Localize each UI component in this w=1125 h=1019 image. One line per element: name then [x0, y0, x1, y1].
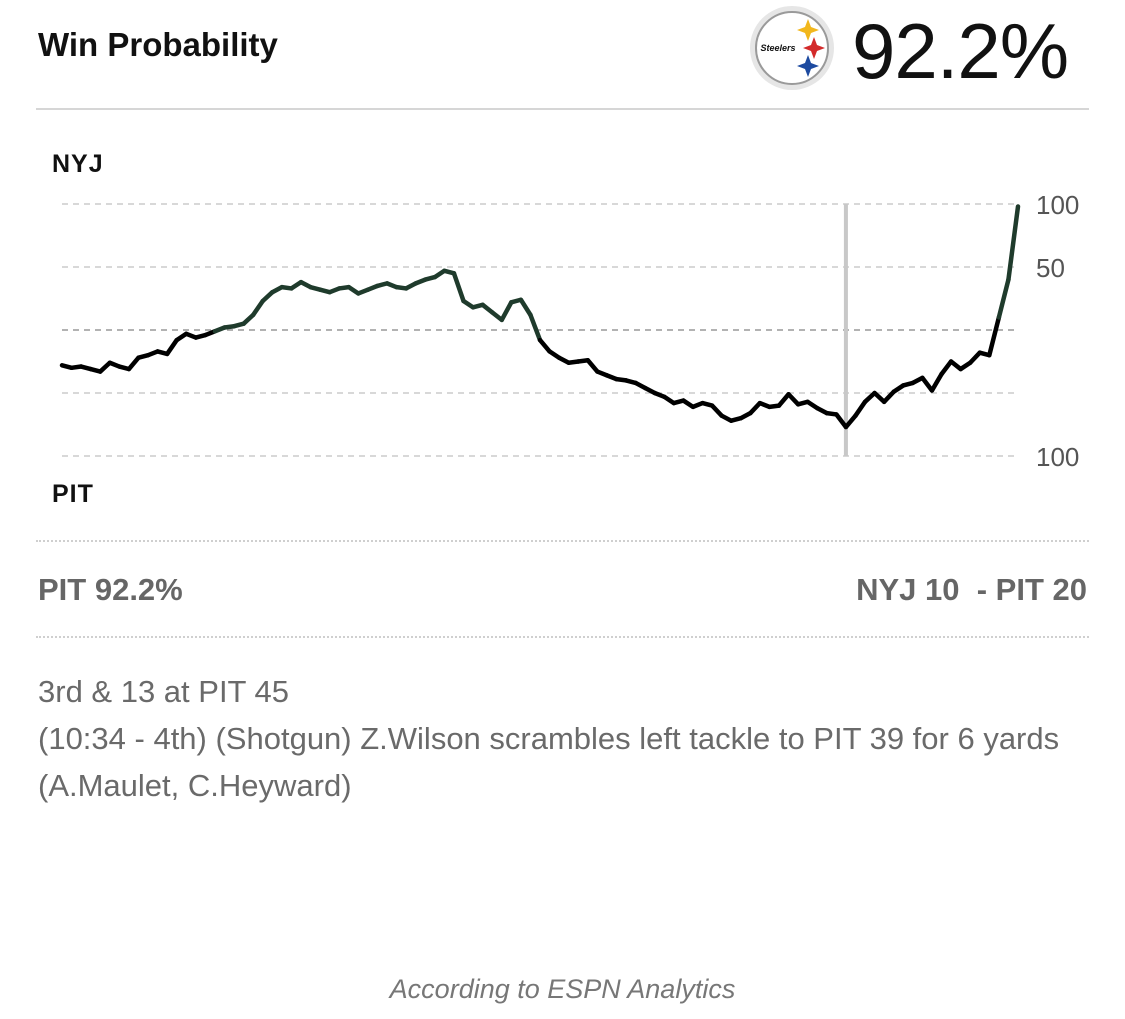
line-segment [528, 312, 543, 343]
card-title: Win Probability [38, 26, 278, 63]
header-divider [36, 108, 1089, 110]
line-segment [1006, 204, 1021, 282]
y-tick-labels: 100 50 100 [1036, 190, 1079, 472]
steelers-logo-icon: Steelers [750, 6, 834, 90]
play-situation: 3rd & 13 at PIT 45 [38, 674, 290, 709]
line-segment [939, 359, 954, 377]
line-segment [164, 337, 179, 357]
score-summary: NYJ 10 - PIT 20 [856, 572, 1087, 607]
y-tick-label: 100 [1036, 190, 1079, 220]
line-segment [537, 337, 552, 354]
chart-gridlines [62, 203, 1018, 457]
y-tick-label: 50 [1036, 253, 1065, 283]
attribution-text: According to ESPN Analytics [389, 974, 736, 1004]
top-team-label: NYJ [52, 150, 104, 178]
line-segment [709, 403, 724, 418]
line-segment [920, 375, 935, 393]
line-segment [929, 371, 944, 393]
probability-line [59, 204, 1021, 430]
play-description: (10:34 - 4th) (Shotgun) Z.Wilson scrambl… [38, 721, 1060, 803]
line-segment [786, 392, 801, 407]
logo-wordmark: Steelers [760, 43, 795, 53]
line-segment [585, 357, 600, 374]
y-tick-label: 100 [1036, 442, 1079, 472]
line-segment [776, 392, 791, 408]
line-segment [748, 400, 763, 416]
win-summary: PIT 92.2% [38, 572, 183, 607]
line-segment [499, 300, 514, 323]
line-segment [451, 271, 466, 304]
bottom-team-label: PIT [52, 480, 94, 508]
line-segment [843, 413, 858, 430]
line-segment [996, 277, 1011, 320]
win-probability-chart: 100 50 100 [59, 190, 1079, 472]
line-segment [518, 297, 533, 318]
summary-divider [36, 636, 1089, 638]
line-segment [250, 298, 266, 318]
line-segment [126, 355, 141, 372]
line-segment [881, 389, 896, 405]
chart-divider [36, 540, 1089, 542]
line-segment [834, 412, 849, 430]
win-probability-value: 92.2% [852, 7, 1069, 95]
play-details: 3rd & 13 at PIT 45 (10:34 - 4th) (Shotgu… [38, 668, 1088, 809]
line-segment [987, 315, 1002, 358]
line-segment [967, 350, 983, 366]
line-segment [853, 399, 868, 418]
